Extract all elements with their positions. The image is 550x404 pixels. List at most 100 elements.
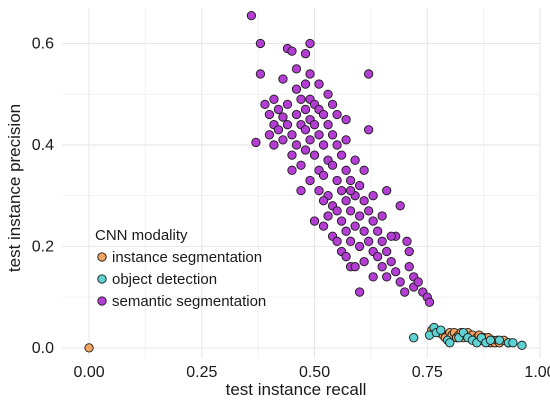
data-point — [273, 104, 284, 115]
data-point — [300, 79, 311, 89]
data-point — [341, 165, 351, 175]
data-point — [359, 226, 369, 236]
x-axis-title: test instance recall — [226, 380, 367, 399]
data-point — [255, 69, 266, 79]
data-point — [327, 130, 338, 140]
legend-label: instance segmentation — [112, 249, 262, 266]
data-point — [377, 211, 387, 221]
data-point — [386, 256, 396, 267]
y-tick-label: 0.2 — [32, 238, 54, 255]
data-point — [508, 338, 518, 348]
data-point — [345, 185, 356, 196]
data-point — [494, 335, 505, 345]
data-point — [517, 340, 527, 350]
data-point — [424, 297, 435, 307]
data-point — [300, 49, 311, 59]
data-point — [287, 150, 297, 160]
data-point — [404, 246, 414, 257]
legend: CNN modality instance segmentation object… — [95, 227, 266, 310]
data-point — [269, 140, 279, 150]
data-point — [278, 74, 288, 84]
data-point — [251, 137, 261, 148]
data-point — [359, 165, 369, 175]
x-tick-label: 0.75 — [412, 364, 443, 381]
data-point — [318, 109, 329, 120]
data-point — [332, 236, 342, 246]
data-points — [84, 10, 527, 353]
data-point — [309, 150, 320, 160]
data-point — [305, 38, 315, 49]
data-point — [363, 236, 374, 246]
data-point — [341, 114, 351, 125]
y-tick-label: 0.4 — [32, 137, 54, 154]
data-point — [287, 130, 297, 140]
data-point — [305, 69, 315, 79]
data-point — [327, 160, 338, 170]
data-point — [327, 99, 338, 110]
data-point — [305, 135, 315, 145]
data-point — [386, 231, 396, 241]
data-point — [318, 140, 329, 150]
data-point — [373, 226, 383, 236]
data-point — [354, 287, 365, 297]
data-point — [445, 338, 455, 348]
data-point — [332, 109, 342, 120]
data-point — [391, 267, 401, 277]
data-point — [341, 196, 351, 206]
data-point — [373, 251, 383, 262]
data-point — [395, 277, 405, 287]
data-point — [350, 262, 360, 272]
data-point — [269, 94, 279, 104]
data-point — [273, 125, 284, 135]
data-point — [395, 201, 405, 211]
data-point — [323, 89, 333, 99]
data-point — [309, 120, 320, 130]
data-point — [246, 10, 257, 21]
data-point — [345, 206, 356, 216]
data-point — [255, 38, 266, 49]
y-tick-label: 0.6 — [32, 36, 54, 53]
grid — [62, 8, 541, 358]
data-point — [350, 155, 360, 165]
y-axis-title: test instance precision — [5, 104, 24, 272]
x-tick-label: 0.00 — [73, 364, 104, 381]
data-point — [345, 175, 356, 186]
data-point — [377, 262, 387, 272]
data-point — [363, 206, 374, 216]
data-point — [341, 226, 351, 236]
data-point — [84, 343, 94, 353]
data-point — [300, 104, 311, 115]
data-point — [368, 216, 378, 226]
data-point — [300, 145, 311, 155]
data-point — [377, 236, 387, 246]
legend-swatch — [97, 274, 107, 284]
data-point — [296, 185, 306, 196]
data-point — [382, 246, 392, 257]
data-point — [336, 150, 347, 160]
data-point — [336, 185, 347, 196]
data-point — [485, 335, 496, 345]
legend-label: object detection — [112, 271, 217, 288]
data-point — [291, 140, 302, 150]
tick-labels: 0.00 0.25 0.50 0.75 1.00 0.0 0.2 0.4 0.6 — [32, 36, 550, 381]
data-point — [287, 165, 297, 175]
data-point — [436, 325, 446, 335]
data-point — [314, 130, 324, 140]
data-point — [278, 112, 288, 122]
data-point — [287, 46, 297, 56]
data-point — [296, 160, 306, 170]
data-point — [309, 216, 320, 226]
y-tick-label: 0.0 — [32, 340, 54, 357]
data-point — [314, 185, 324, 196]
data-point — [264, 109, 275, 120]
data-point — [341, 135, 351, 145]
data-point — [282, 120, 293, 130]
data-point — [341, 251, 351, 262]
data-point — [368, 191, 378, 201]
data-point — [402, 236, 412, 246]
data-point — [291, 109, 302, 120]
data-point — [305, 175, 315, 186]
data-point — [323, 211, 333, 221]
data-point — [400, 287, 410, 297]
